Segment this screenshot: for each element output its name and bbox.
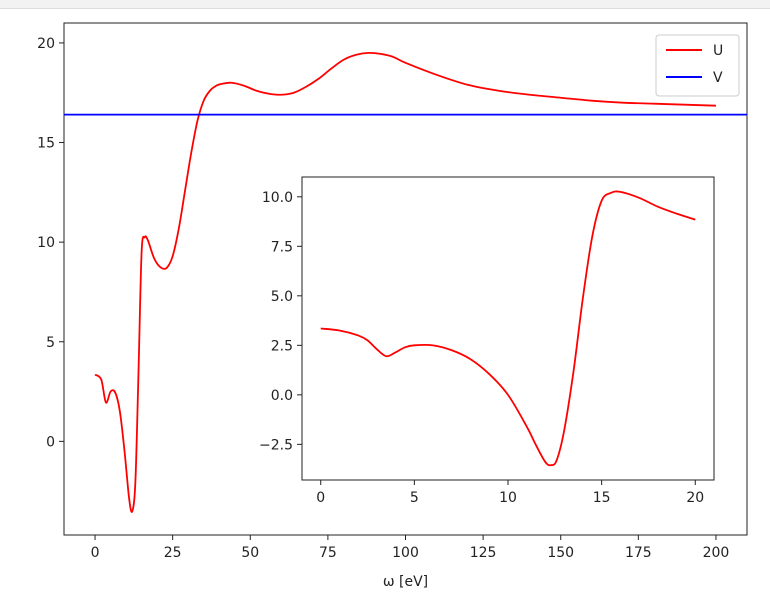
main-x-tick-label: 175	[625, 545, 652, 561]
inset-plot-frame	[301, 176, 715, 481]
main-y-tick-label: 20	[37, 36, 55, 52]
inset-y-tick-label: 2.5	[271, 338, 293, 354]
main-x-ticks: 0 25 50 75 100 125 150 175 200	[91, 535, 730, 561]
legend-box	[655, 34, 740, 97]
inset-series-u-line	[320, 190, 696, 467]
main-series-layer	[64, 51, 747, 513]
legend-label-u: U	[713, 43, 723, 59]
inset-series-layer	[320, 190, 696, 467]
inset-y-tick-label: 10.0	[262, 190, 293, 206]
main-x-tick-label: 125	[470, 545, 497, 561]
main-x-tick-label: 75	[319, 545, 337, 561]
main-y-tick-label: 5	[46, 335, 55, 351]
main-y-tick-label: 0	[46, 434, 55, 450]
inset-x-tick-label: 10	[499, 490, 517, 506]
main-y-tick-label: 15	[37, 136, 55, 152]
legend: U V	[655, 34, 740, 97]
inset-y-tick-label: 0.0	[271, 388, 293, 404]
main-y-ticks: 0 5 10 15 20	[37, 36, 64, 450]
window-top-strip	[0, 0, 770, 9]
main-y-tick-label: 10	[37, 235, 55, 251]
inset-x-tick-label: 15	[593, 490, 611, 506]
inset-y-tick-label: 7.5	[271, 239, 293, 255]
main-x-tick-label: 100	[392, 545, 419, 561]
inset-x-tick-label: 0	[316, 490, 325, 506]
inset-x-ticks: 0 5 10 15 20	[316, 480, 704, 506]
main-x-tick-label: 0	[91, 545, 100, 561]
main-x-tick-label: 200	[703, 545, 730, 561]
main-x-tick-label: 25	[164, 545, 182, 561]
inset-y-ticks: −2.5 0.0 2.5 5.0 7.5 10.0	[259, 190, 302, 453]
main-series-u-line	[94, 51, 716, 513]
main-x-tick-label: 50	[241, 545, 259, 561]
x-axis-label: ω [eV]	[383, 574, 428, 590]
main-x-tick-label: 150	[547, 545, 574, 561]
inset-axes: −2.5 0.0 2.5 5.0 7.5 10.0 0 5 10 15 20	[259, 176, 715, 506]
inset-x-tick-label: 20	[686, 490, 704, 506]
inset-x-tick-label: 5	[410, 490, 419, 506]
inset-y-tick-label: 5.0	[271, 289, 293, 305]
legend-label-v: V	[713, 70, 723, 86]
inset-y-tick-label: −2.5	[259, 437, 293, 453]
